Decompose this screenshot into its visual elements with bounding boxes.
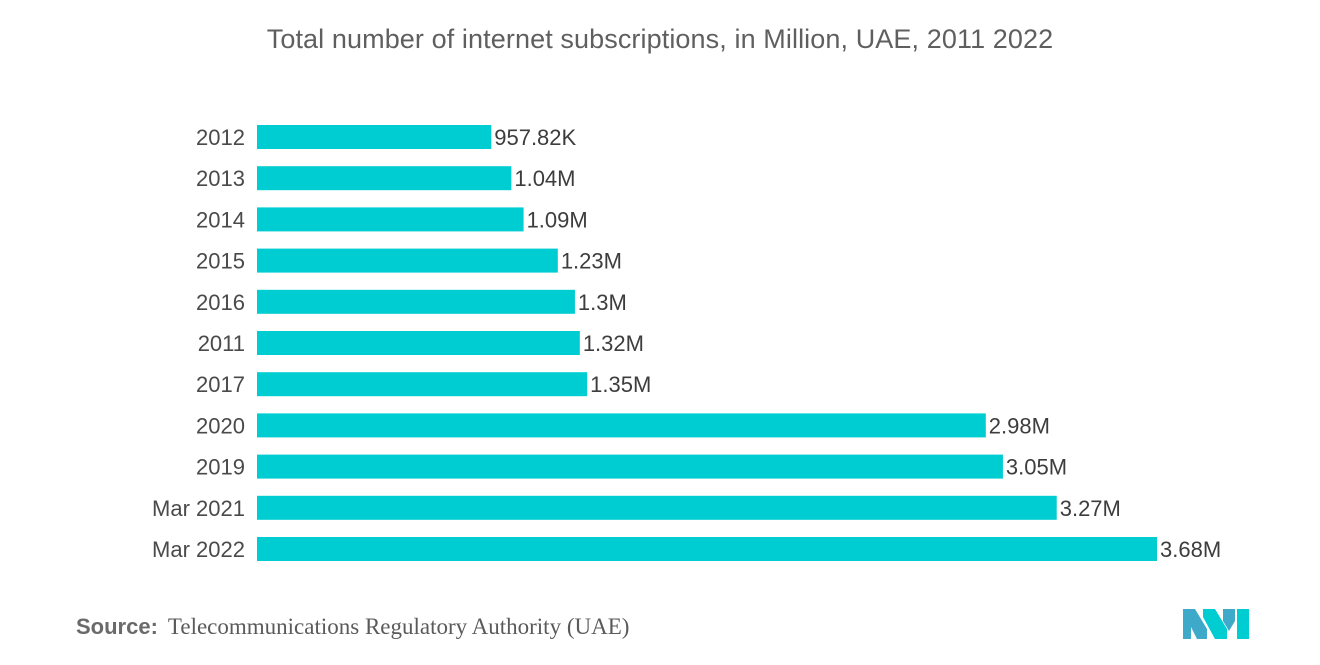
value-label: 2.98M — [989, 413, 1050, 438]
source-note: Source: Telecommunications Regulatory Aut… — [76, 614, 629, 640]
category-label: 2015 — [196, 249, 245, 274]
category-label: 2017 — [196, 372, 245, 397]
bar-2011 — [257, 331, 580, 355]
bar-2013 — [257, 166, 512, 191]
bar-2017 — [257, 372, 588, 397]
bar-chart: 2012 2013 2014 2015 2016 2011 2017 2020 2019 Mar … — [152, 125, 1221, 562]
value-label: 1.04M — [514, 166, 575, 191]
category-label: 2011 — [198, 331, 245, 356]
value-label: 3.05M — [1006, 455, 1067, 480]
category-label: Mar 2022 — [152, 537, 245, 562]
bar-mar-2021 — [257, 495, 1057, 520]
value-label: 1.35M — [590, 372, 651, 397]
category-label: 2020 — [196, 413, 245, 438]
category-label: 2014 — [196, 207, 245, 232]
source-value: Telecommunications Regulatory Authority … — [167, 614, 630, 639]
chart-title: Total number of internet subscriptions, … — [266, 24, 1054, 54]
category-label: Mar 2021 — [152, 496, 245, 521]
bars-group — [257, 125, 1157, 561]
value-label: 3.68M — [1160, 537, 1221, 562]
value-labels-group: 957.82K 1.04M 1.09M 1.23M 1.3M 1.32M 1.35M 2.98… — [494, 125, 1221, 562]
value-label: 1.09M — [527, 207, 588, 232]
bar-2015 — [257, 248, 558, 273]
value-label: 1.3M — [578, 290, 627, 315]
bar-mar-2022 — [257, 537, 1157, 561]
bar-2019 — [257, 454, 1003, 479]
value-label: 1.32M — [583, 331, 644, 356]
value-label: 1.23M — [561, 249, 622, 274]
value-label: 3.27M — [1060, 496, 1121, 521]
source-label: Source: — [76, 614, 158, 639]
category-labels-group: 2012 2013 2014 2015 2016 2011 2017 2020 2019 Mar … — [152, 125, 245, 562]
category-label: 2019 — [196, 455, 245, 480]
category-label: 2016 — [196, 290, 245, 315]
value-label: 957.82K — [494, 125, 576, 150]
category-label: 2013 — [196, 166, 245, 191]
bar-2012 — [257, 125, 492, 149]
bar-2016 — [257, 289, 575, 314]
category-label: 2012 — [196, 125, 245, 150]
bar-2014 — [257, 207, 524, 232]
bar-2020 — [257, 413, 986, 438]
mordor-intelligence-logo-icon — [1183, 609, 1249, 639]
